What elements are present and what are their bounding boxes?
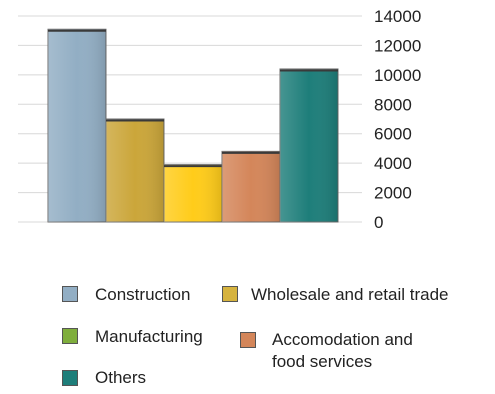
y-tick-label: 4000 — [374, 154, 412, 173]
bar — [163, 164, 223, 223]
legend-label-accommodation-line2: food services — [272, 352, 373, 371]
y-tick-label: 6000 — [374, 125, 412, 144]
legend-swatch-construction — [62, 286, 78, 302]
y-tick-label: 8000 — [374, 95, 412, 114]
bar — [105, 118, 165, 223]
legend-swatch-accommodation — [240, 332, 256, 348]
legend-swatch-manufacturing — [62, 328, 78, 344]
bar-chart: 0 2000 4000 6000 8000 10000 12000 14000 — [18, 7, 421, 232]
legend-label-manufacturing: Manufacturing — [95, 327, 203, 346]
bars — [47, 28, 339, 223]
legend-swatch-others — [62, 370, 78, 386]
y-tick-label: 12000 — [374, 36, 421, 55]
legend-label-construction: Construction — [95, 285, 191, 304]
y-tick-label: 10000 — [374, 66, 421, 85]
bar — [47, 28, 107, 223]
y-tick-label: 2000 — [374, 184, 412, 203]
y-tick-label: 0 — [374, 213, 383, 232]
legend-swatch-wholesale — [222, 286, 238, 302]
y-axis-ticks: 0 2000 4000 6000 8000 10000 12000 14000 — [374, 7, 421, 232]
legend-label-accommodation-line1: Accomodation and — [272, 330, 413, 349]
bar — [221, 150, 281, 223]
bar — [279, 68, 339, 223]
legend-label-wholesale: Wholesale and retail trade — [251, 285, 449, 304]
legend-label-others: Others — [95, 368, 147, 387]
y-tick-label: 14000 — [374, 7, 421, 26]
